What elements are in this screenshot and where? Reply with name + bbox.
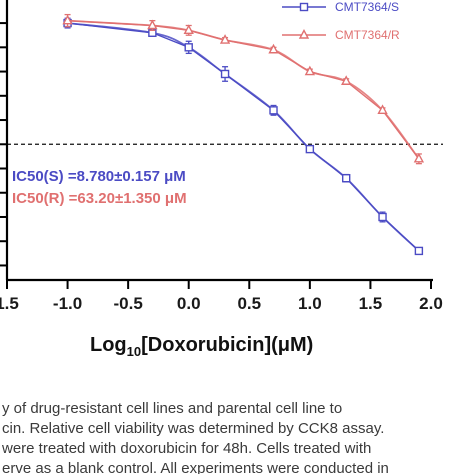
series-r	[62, 13, 425, 165]
x-tick-label-1: -1.0	[53, 294, 82, 313]
x-tick-label-2: -0.5	[113, 294, 142, 313]
series-r-point-7	[377, 104, 388, 115]
series-r-point-5	[304, 65, 316, 76]
series-s-point-2	[184, 43, 193, 52]
caption-line-4: erve as a blank control. All experiments…	[2, 460, 389, 474]
series-r-point-0	[62, 14, 73, 25]
series-s-point-3	[220, 69, 230, 79]
ic50-s-annotation: IC50(S) =8.780±0.157 μM	[12, 168, 186, 185]
series-s-connect-line	[67, 22, 420, 252]
legend-label-s: CMT7364/S	[335, 0, 399, 14]
series-r-point-3	[219, 34, 231, 44]
series-s-point-5	[305, 144, 315, 154]
legend-label-r: CMT7364/R	[335, 28, 400, 42]
ic50-r-annotation: IC50(R) =63.20±1.350 μM	[12, 190, 187, 207]
series-r-point-4	[268, 43, 279, 54]
series-s	[63, 17, 424, 256]
series-r-point-1	[147, 19, 158, 30]
x-tick-label-7: 2.0	[419, 294, 443, 313]
series-s-point-8	[414, 246, 424, 256]
series-r-point-2	[183, 24, 194, 35]
dose-response-chart: 1.5-1.0-0.50.00.51.01.52.0 CMT7364/SCMT7…	[0, 0, 443, 359]
x-axis-title: Log10[Doxorubicin](μM)	[90, 334, 313, 359]
series-s-point-6	[342, 174, 351, 183]
series-s-point-7	[378, 212, 387, 222]
x-tick-label-0: 1.5	[0, 294, 19, 313]
caption-line-2: cin. Relative cell viability was determi…	[2, 420, 385, 437]
figure-caption: y of drug-resistant cell lines and paren…	[0, 396, 474, 474]
legend-marker-s	[299, 2, 309, 12]
series-r-point-8	[413, 152, 425, 163]
caption-line-3: were treated with doxorubicin for 48h. C…	[2, 440, 372, 457]
legend: CMT7364/S CMT7364/R	[282, 0, 400, 42]
series-layer	[62, 13, 425, 256]
axes: 1.5 -1.0 -0.5 0.0 0.5 1.0 1.5 2.0	[0, 0, 443, 313]
series-s-point-4	[269, 106, 278, 115]
x-tick-label-4: 0.5	[237, 294, 261, 313]
series-r-point-6	[341, 75, 352, 85]
x-tick-label-5: 1.0	[298, 294, 322, 313]
caption-line-1: y of drug-resistant cell lines and paren…	[2, 400, 343, 417]
series-s-fit-curve	[67, 22, 420, 252]
x-tick-label-3: 0.0	[177, 294, 201, 313]
legend-marker-r	[298, 29, 310, 39]
x-axis-title-suffix: [Doxorubicin](μM)	[141, 334, 313, 356]
x-tick-label-6: 1.5	[359, 294, 383, 313]
x-axis-title-prefix: Log	[90, 334, 127, 356]
x-axis-title-subscript: 10	[127, 344, 141, 359]
